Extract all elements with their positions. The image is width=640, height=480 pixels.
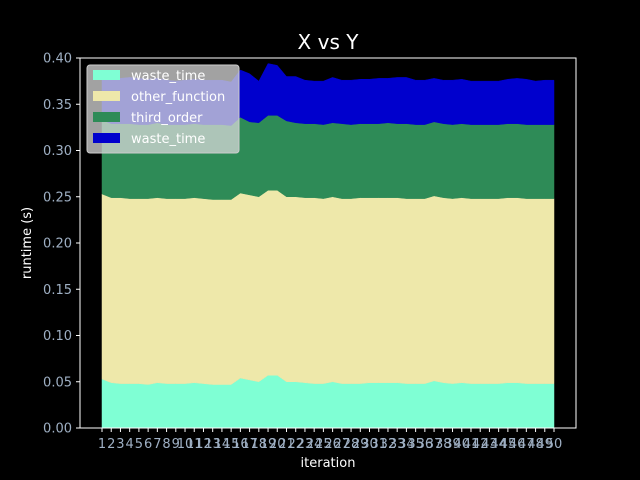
x-tick-label: 27 (334, 437, 351, 452)
x-tick-label: 35 (407, 437, 424, 452)
x-tick-label: 8 (162, 437, 170, 452)
chart-title: X vs Y (298, 30, 360, 54)
x-tick-label: 43 (481, 437, 498, 452)
legend-swatch (93, 112, 120, 122)
x-tick-label: 2 (107, 437, 115, 452)
x-tick-label: 5 (135, 437, 143, 452)
legend-swatch (93, 70, 120, 80)
y-tick-label: 0.35 (43, 98, 72, 113)
y-tick-label: 0.05 (43, 375, 72, 390)
x-axis-label: iteration (301, 456, 356, 471)
legend-swatch (93, 133, 120, 143)
area-series-2 (101, 190, 555, 385)
x-tick-label: 7 (153, 437, 161, 452)
x-tick-label: 23 (297, 437, 314, 452)
x-tick-label: 12 (195, 437, 212, 452)
x-tick-label: 38 (435, 437, 452, 452)
x-tick-label: 39 (444, 437, 461, 452)
x-tick-label: 14 (214, 437, 231, 452)
x-tick-label: 24 (306, 437, 323, 452)
x-tick-label: 45 (500, 437, 517, 452)
x-tick-label: 15 (223, 437, 240, 452)
legend-label: waste_time (131, 132, 205, 147)
x-axis: 1 2 3 4 5 6 7 8 91011121314151617181920212223242… (98, 428, 562, 452)
x-tick-label: 37 (426, 437, 443, 452)
x-tick-label: 44 (490, 437, 507, 452)
legend-label: waste_time (131, 69, 205, 84)
x-tick-label: 40 (453, 437, 470, 452)
x-tick-label: 4 (126, 437, 134, 452)
x-tick-label: 49 (537, 437, 554, 452)
legend-box (86, 64, 240, 154)
x-tick-label: 16 (232, 437, 249, 452)
x-tick-label: 26 (324, 437, 341, 452)
x-tick-label: 33 (389, 437, 406, 452)
x-tick-label: 28 (343, 437, 360, 452)
x-tick-label: 25 (315, 437, 332, 452)
y-tick-label: 0.40 (43, 52, 72, 67)
x-tick-label: 29 (352, 437, 369, 452)
x-tick-label: 9 (172, 437, 180, 452)
x-tick-label: 13 (204, 437, 221, 452)
x-tick-label: 30 (361, 437, 378, 452)
x-tick-label: 20 (269, 437, 286, 452)
y-tick-label: 0.25 (43, 190, 72, 205)
y-axis-label: runtime (s) (20, 207, 35, 279)
y-tick-label: 0.15 (43, 283, 72, 298)
x-tick-label: 10 (177, 437, 194, 452)
x-tick-label: 36 (417, 437, 434, 452)
legend: waste_timeother_functionthird_orderwaste… (86, 64, 240, 154)
x-tick-label: 48 (527, 437, 544, 452)
legend-label: third_order (131, 111, 203, 126)
x-tick-label: 6 (144, 437, 152, 452)
x-tick-label: 32 (380, 437, 397, 452)
x-tick-label: 31 (370, 437, 387, 452)
x-tick-label: 22 (287, 437, 304, 452)
y-tick-label: 0.30 (43, 144, 72, 159)
y-axis: 0.00 0.05 0.10 0.15 0.20 0.25 0.30 0.35 0.40 (43, 52, 80, 437)
x-tick-label: 34 (398, 437, 415, 452)
x-tick-label: 1 (98, 437, 106, 452)
x-tick-label: 3 (116, 437, 124, 452)
x-tick-label: 18 (251, 437, 268, 452)
x-tick-label: 17 (241, 437, 258, 452)
legend-label: other_function (131, 90, 225, 105)
x-tick-label: 41 (463, 437, 480, 452)
y-tick-label: 0.20 (43, 237, 72, 252)
legend-swatch (93, 91, 120, 101)
x-tick-label: 42 (472, 437, 489, 452)
x-tick-label: 11 (186, 437, 203, 452)
x-tick-label: 50 (546, 437, 563, 452)
y-tick-label: 0.10 (43, 329, 72, 344)
x-tick-label: 47 (518, 437, 535, 452)
x-tick-label: 21 (278, 437, 295, 452)
x-tick-label: 19 (260, 437, 277, 452)
x-tick-label: 46 (509, 437, 526, 452)
y-tick-label: 0.00 (43, 422, 72, 437)
